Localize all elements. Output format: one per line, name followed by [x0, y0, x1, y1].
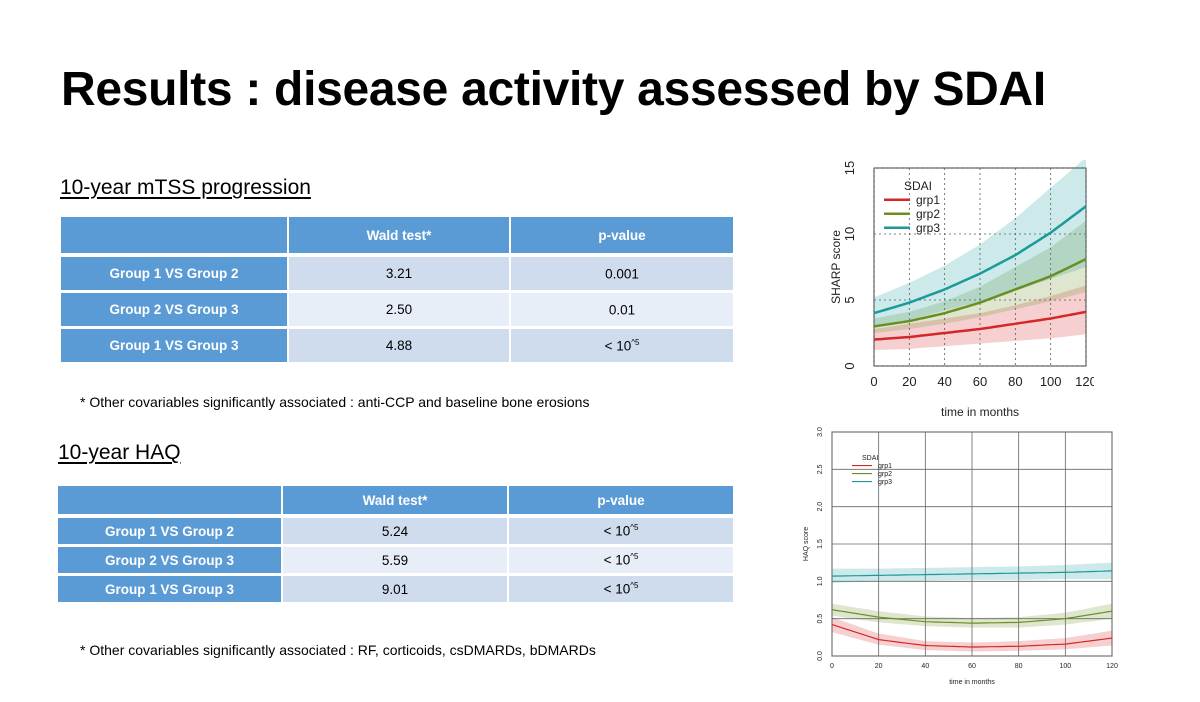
y-tick-label: 3.0 [817, 427, 824, 437]
x-tick-label: 0 [870, 374, 877, 389]
x-tick-label: 40 [921, 663, 929, 670]
p-value: 0.001 [511, 257, 733, 293]
y-tick-label: 15 [842, 161, 857, 175]
wald-value: 5.59 [283, 547, 509, 576]
table-row: Group 1 VS Group 3 4.88 < 10^5 [61, 329, 733, 365]
legend-label-grp3: grp3 [878, 479, 892, 486]
x-tick-label: 100 [1059, 663, 1071, 670]
y-axis-label: SHARP score [829, 230, 843, 304]
p-value: < 10^5 [509, 547, 733, 576]
series-line-grp3 [831, 570, 1113, 577]
row-label: Group 1 VS Group 3 [61, 329, 289, 365]
wald-value: 2.50 [289, 293, 511, 329]
x-tick-label: 120 [1106, 663, 1118, 670]
table-row: Group 1 VS Group 3 9.01 < 10^5 [58, 576, 733, 605]
x-tick-label: 0 [830, 663, 834, 670]
x-axis-label: time in months [941, 405, 1019, 419]
column-header: Wald test* [283, 486, 509, 518]
legend-label-grp1: grp1 [878, 463, 892, 470]
x-tick-label: 20 [902, 374, 916, 389]
row-label: Group 1 VS Group 2 [61, 257, 289, 293]
table-header-row: Wald test* p-value [58, 486, 733, 518]
series-line-grp2 [873, 257, 1087, 328]
p-value: < 10^5 [511, 329, 733, 365]
p-value: < 10^5 [509, 576, 733, 605]
legend-label-grp2: grp2 [878, 471, 892, 478]
row-label: Group 2 VS Group 3 [61, 293, 289, 329]
row-label: Group 2 VS Group 3 [58, 547, 283, 576]
haq-results-table: Wald test* p-value Group 1 VS Group 2 5.… [58, 486, 733, 605]
wald-value: 3.21 [289, 257, 511, 293]
p-value: < 10^5 [509, 518, 733, 547]
confidence-band-grp2 [832, 603, 1112, 628]
x-tick-label: 120 [1075, 374, 1094, 389]
x-tick-label: 20 [875, 663, 883, 670]
x-tick-label: 60 [973, 374, 987, 389]
table-row: Group 2 VS Group 3 2.50 0.01 [61, 293, 733, 329]
x-tick-label: 80 [1008, 374, 1022, 389]
haq-score-chart: 0 20 40 60 80 100 120 0.0 0.5 1.0 1.5 2.0 2.5 3.0 SDAI… [803, 427, 1118, 686]
series-line-grp1 [873, 310, 1087, 341]
series-line-grp3 [873, 205, 1087, 315]
wald-value: 4.88 [289, 329, 511, 365]
legend-title: SDAI [904, 179, 932, 193]
table-header-row: Wald test* p-value [61, 217, 733, 257]
y-tick-label: 0.5 [817, 614, 824, 624]
mtss-results-table: Wald test* p-value Group 1 VS Group 2 3.… [61, 217, 733, 365]
wald-value: 5.24 [283, 518, 509, 547]
y-tick-label: 1.0 [817, 576, 824, 586]
p-value: 0.01 [511, 293, 733, 329]
confidence-band-grp3 [874, 160, 1086, 327]
x-tick-label: 60 [968, 663, 976, 670]
y-tick-label: 1.5 [817, 539, 824, 549]
y-tick-label: 2.0 [817, 502, 824, 512]
row-label: Group 1 VS Group 2 [58, 518, 283, 547]
table-row: Group 1 VS Group 2 3.21 0.001 [61, 257, 733, 293]
x-tick-label: 80 [1015, 663, 1023, 670]
y-tick-label: 10 [842, 227, 857, 241]
mtss-footnote: * Other covariables significantly associ… [80, 394, 590, 410]
table-row: Group 1 VS Group 2 5.24 < 10^5 [58, 518, 733, 547]
column-header: p-value [511, 217, 733, 257]
column-header: p-value [509, 486, 733, 518]
haq-section-heading: 10-year HAQ [58, 441, 181, 464]
legend-label-grp3: grp3 [916, 221, 940, 235]
page-title: Results : disease activity assessed by S… [61, 63, 1046, 116]
x-axis-label: time in months [949, 679, 995, 686]
legend-label-grp2: grp2 [916, 207, 940, 221]
y-tick-label: 0.0 [817, 651, 824, 661]
column-header [58, 486, 283, 518]
column-header [61, 217, 289, 257]
haq-footnote: * Other covariables significantly associ… [80, 642, 596, 658]
y-tick-label: 2.5 [817, 464, 824, 474]
x-tick-label: 100 [1040, 374, 1062, 389]
confidence-band-grp3 [832, 562, 1112, 583]
series-line-grp1 [831, 624, 1113, 648]
y-axis-label: HAQ score [803, 527, 810, 561]
series-line-grp2 [831, 609, 1113, 624]
table-row: Group 2 VS Group 3 5.59 < 10^5 [58, 547, 733, 576]
row-label: Group 1 VS Group 3 [58, 576, 283, 605]
y-tick-label: 0 [842, 362, 857, 369]
confidence-band-grp2 [874, 220, 1086, 333]
legend-title: SDAI [862, 455, 878, 462]
legend-label-grp1: grp1 [916, 193, 940, 207]
mtss-section-heading: 10-year mTSS progression [60, 176, 311, 199]
x-tick-label: 40 [937, 374, 951, 389]
column-header: Wald test* [289, 217, 511, 257]
y-tick-label: 5 [842, 296, 857, 303]
wald-value: 9.01 [283, 576, 509, 605]
